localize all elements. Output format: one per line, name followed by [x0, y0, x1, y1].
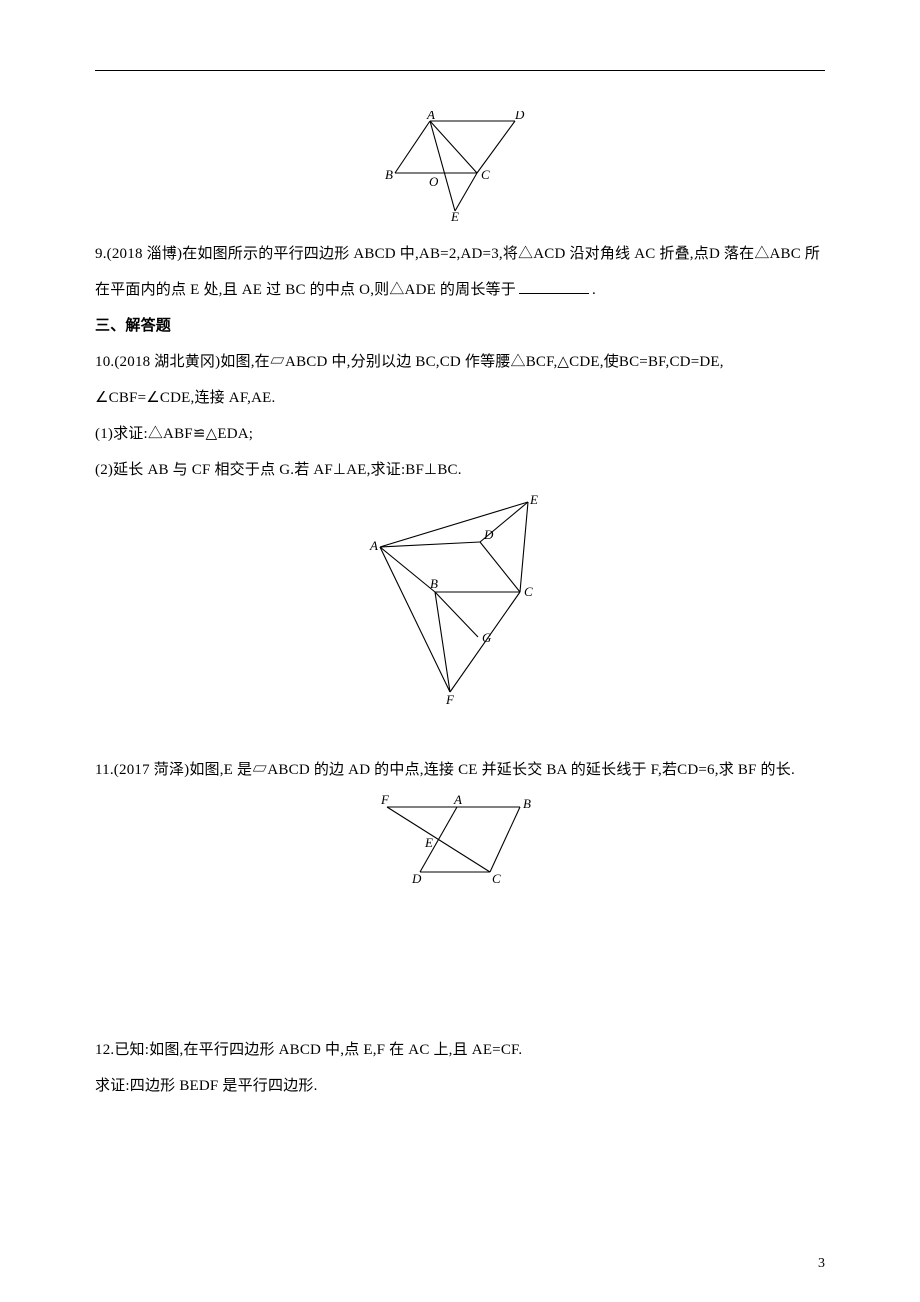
- top-rule: [95, 70, 825, 71]
- q9-label-c: C: [481, 167, 490, 182]
- spacer-1: [95, 722, 825, 752]
- q9-suffix: .: [592, 282, 596, 298]
- q9-lines: [395, 121, 515, 211]
- q11-label-f: F: [380, 792, 390, 807]
- q9-label-d: D: [514, 111, 525, 122]
- figure-q9: A D B O C E: [95, 111, 825, 226]
- q10-line3: (2)延长 AB 与 CF 相交于点 G.若 AF⊥AE,求证:BF⊥BC.: [95, 452, 825, 488]
- q10-label-e: E: [529, 492, 538, 507]
- q11-label-e: E: [424, 835, 433, 850]
- q11-label-d: D: [411, 871, 422, 886]
- q10-label-a: A: [369, 538, 378, 553]
- section-3-heading: 三、解答题: [95, 308, 825, 344]
- q10-svg: A D E B C G F: [360, 492, 560, 707]
- q10-label-b: B: [430, 576, 438, 591]
- page-root: A D B O C E 9.(2018 淄博)在如图所示的平行四边形 ABCD …: [0, 0, 920, 1302]
- q9-svg: A D B O C E: [375, 111, 545, 221]
- q9-label-b: B: [385, 167, 393, 182]
- q10-label-g: G: [482, 630, 492, 645]
- q10-label-d: D: [483, 527, 494, 542]
- q11-lines: [387, 807, 520, 872]
- q9-label-o: O: [429, 174, 439, 189]
- q11-label-c: C: [492, 871, 501, 886]
- q9-label-a: A: [426, 111, 435, 122]
- page-number: 3: [818, 1256, 825, 1272]
- figure-q10: A D E B C G F: [95, 492, 825, 712]
- q12-line2: 求证:四边形 BEDF 是平行四边形.: [95, 1068, 825, 1104]
- q11-text: 11.(2017 菏泽)如图,E 是▱ABCD 的边 AD 的中点,连接 CE …: [95, 752, 825, 788]
- q9-label-e: E: [450, 209, 459, 221]
- figure-q11: F A B E D C: [95, 792, 825, 892]
- q10-label-c: C: [524, 584, 533, 599]
- q10-label-f: F: [445, 692, 455, 707]
- q9-body: 9.(2018 淄博)在如图所示的平行四边形 ABCD 中,AB=2,AD=3,…: [95, 246, 820, 298]
- q11-svg: F A B E D C: [375, 792, 545, 887]
- q10-line1: 10.(2018 湖北黄冈)如图,在▱ABCD 中,分别以边 BC,CD 作等腰…: [95, 344, 825, 416]
- q10-lines: [380, 502, 528, 692]
- q9-text: 9.(2018 淄博)在如图所示的平行四边形 ABCD 中,AB=2,AD=3,…: [95, 236, 825, 308]
- q9-blank: [519, 278, 589, 294]
- spacer-2: [95, 902, 825, 1032]
- q12-line1: 12.已知:如图,在平行四边形 ABCD 中,点 E,F 在 AC 上,且 AE…: [95, 1032, 825, 1068]
- q11-label-b: B: [523, 796, 531, 811]
- q10-line2: (1)求证:△ABF≌△EDA;: [95, 416, 825, 452]
- q11-label-a: A: [453, 792, 462, 807]
